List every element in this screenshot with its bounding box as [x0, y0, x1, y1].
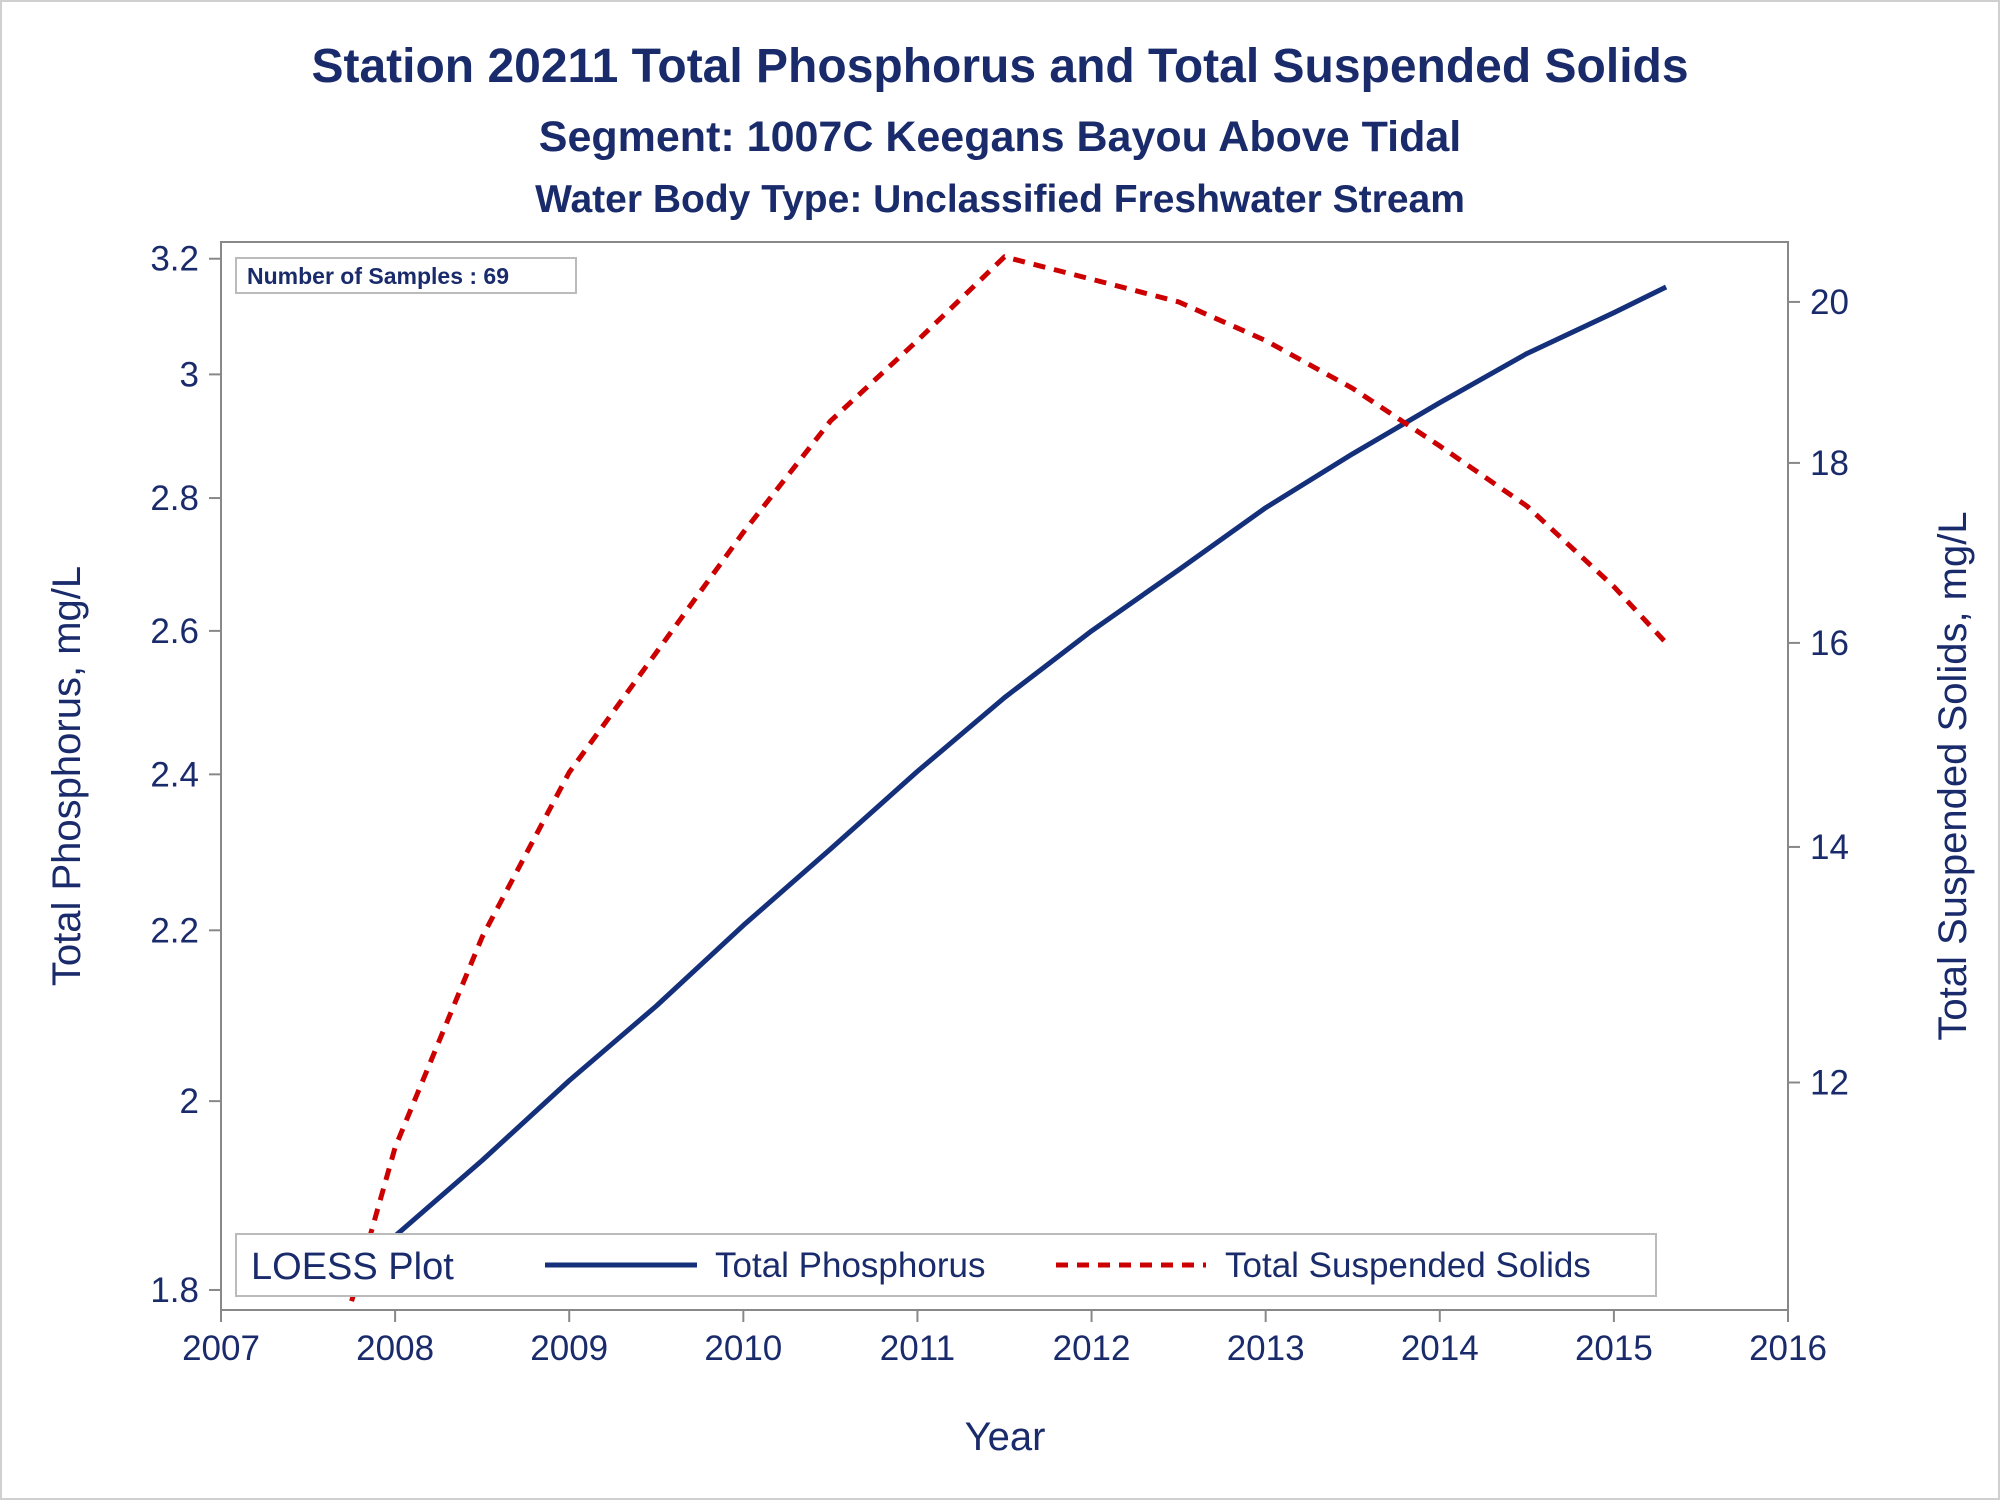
- y-left-axis-label: Total Phosphorus, mg/L: [45, 566, 89, 986]
- y-left-tick-label: 3.2: [150, 240, 199, 279]
- legend-label-total-suspended-solids: Total Suspended Solids: [1225, 1246, 1591, 1285]
- x-axis-label: Year: [965, 1415, 1046, 1459]
- y-right-tick-label: 16: [1810, 624, 1849, 663]
- y-left-tick-label: 2: [180, 1082, 199, 1121]
- y-left-tick-label: 2.2: [150, 911, 199, 950]
- y-left-tick-label: 3: [180, 355, 199, 394]
- x-tick-label: 2015: [1575, 1329, 1653, 1368]
- series-layer: [349, 254, 1668, 1302]
- sample-count-text: Number of Samples : 69: [247, 263, 509, 289]
- y-right-tick-label: 18: [1810, 444, 1849, 483]
- legend-label-total-phosphorus: Total Phosphorus: [715, 1246, 985, 1285]
- y-left-axis: 1.8 2 2.2 2.4 2.6 2.8 3 3.2: [150, 240, 221, 1310]
- x-tick-label: 2011: [880, 1329, 955, 1368]
- y-right-tick-label: 20: [1810, 283, 1849, 322]
- x-tick-label: 2014: [1401, 1329, 1479, 1368]
- y-left-tick-label: 1.8: [150, 1271, 199, 1310]
- x-tick-label: 2016: [1749, 1329, 1827, 1368]
- series-line-total-suspended-solids: [349, 254, 1668, 1302]
- x-tick-label: 2013: [1227, 1329, 1305, 1368]
- legend-title: LOESS Plot: [251, 1246, 454, 1288]
- y-left-tick-label: 2.8: [150, 479, 199, 518]
- y-right-axis-label: Total Suspended Solids, mg/L: [1931, 511, 1975, 1040]
- chart-subtitle-2: Water Body Type: Unclassified Freshwater…: [535, 178, 1465, 221]
- x-tick-label: 2010: [704, 1329, 782, 1368]
- x-tick-label: 2012: [1053, 1329, 1131, 1368]
- chart-subtitle: Segment: 1007C Keegans Bayou Above Tidal: [538, 113, 1462, 161]
- y-right-axis: 12 14 16 18 20: [1788, 283, 1849, 1102]
- x-axis: 2007 2008 2009 2010 2011 2012 2013 2014 2015 2016: [182, 1310, 1827, 1368]
- chart-titles: Station 20211 Total Phosphorus and Total…: [0, 30, 2000, 230]
- y-right-tick-label: 12: [1810, 1063, 1849, 1102]
- sample-count-box: Number of Samples : 69: [235, 257, 577, 294]
- x-tick-label: 2007: [182, 1329, 260, 1368]
- series-line-total-phosphorus: [349, 284, 1668, 1292]
- x-tick-label: 2009: [530, 1329, 608, 1368]
- chart-title: Station 20211 Total Phosphorus and Total…: [311, 40, 1689, 93]
- legend-border: [235, 1233, 1657, 1297]
- y-left-tick-label: 2.4: [150, 755, 199, 794]
- sample-count-border: [235, 257, 577, 294]
- legend: LOESS Plot Total Phosphorus Total Suspen…: [235, 1233, 1657, 1297]
- x-tick-label: 2008: [356, 1329, 434, 1368]
- y-left-tick-label: 2.6: [150, 612, 199, 651]
- y-right-tick-label: 14: [1810, 828, 1849, 867]
- plot-area: [220, 241, 1789, 1311]
